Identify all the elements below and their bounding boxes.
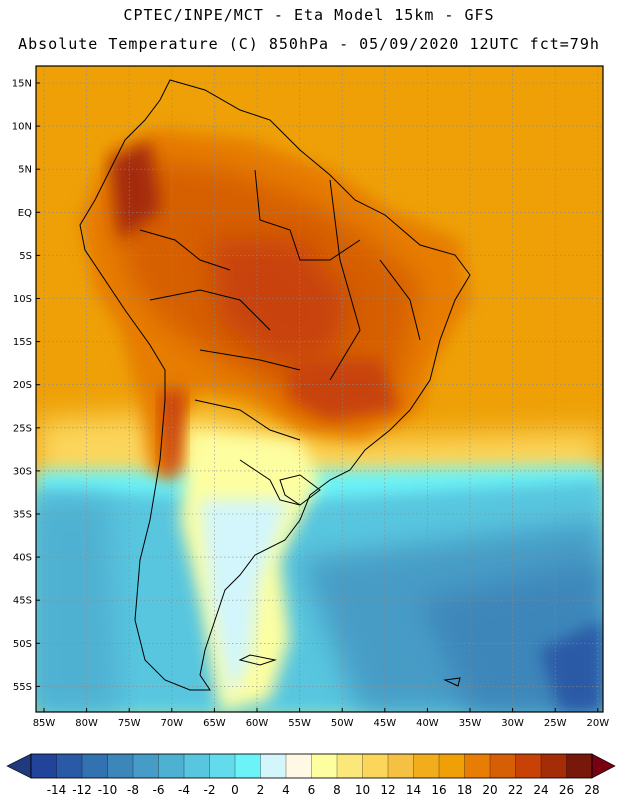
colorbar-label: 8 xyxy=(333,783,341,797)
colorbar-label: 14 xyxy=(406,783,421,797)
colorbar-label: -8 xyxy=(127,783,139,797)
coastlines xyxy=(79,79,471,691)
colorbar-under-triangle xyxy=(6,753,32,779)
lat-label: 45S xyxy=(13,596,32,607)
colorbar-label: 20 xyxy=(482,783,497,797)
lon-label: 55W xyxy=(288,718,311,729)
lat-label: 50S xyxy=(13,639,32,650)
lon-label: 50W xyxy=(331,718,354,729)
lat-label: 10N xyxy=(12,122,32,133)
colorbar-swatch xyxy=(438,753,465,779)
colorbar-label: 10 xyxy=(355,783,370,797)
lat-label: 55S xyxy=(13,682,32,693)
colorbar-swatch xyxy=(362,753,389,779)
colorbar-swatch xyxy=(30,753,57,779)
longitude-labels: 85W 80W 75W 70W 65W 60W 55W 50W 45W 40W 35W 30W 25W 2… xyxy=(33,708,609,729)
colorbar: -14 -12 -10 -8 -6 -4 -2 0 2 4 6 8 10 12 14 16 18 20 22 24 26… xyxy=(6,753,616,797)
colorbar-label: 26 xyxy=(559,783,574,797)
lat-label: 25S xyxy=(13,423,32,434)
colorbar-swatch xyxy=(387,753,414,779)
colorbar-swatch xyxy=(515,753,542,779)
colorbar-swatch xyxy=(132,753,159,779)
lon-label: 65W xyxy=(203,718,226,729)
colorbar-label: 22 xyxy=(508,783,523,797)
latitude-labels: 15N 10N 5N EQ 5S 10S 15S 20S 25S 30S 35S 40S 45S 50S 5… xyxy=(12,79,40,693)
colorbar-swatch xyxy=(107,753,134,779)
colorbar-swatch xyxy=(489,753,516,779)
colorbar-over-triangle xyxy=(591,753,616,779)
colorbar-swatch xyxy=(260,753,287,779)
colorbar-swatch xyxy=(566,753,593,779)
lat-label: 5N xyxy=(18,165,32,176)
lon-label: 30W xyxy=(501,718,524,729)
map-title-line2: Absolute Temperature (C) 850hPa - 05/09/… xyxy=(18,35,600,53)
lat-label: 40S xyxy=(13,553,32,564)
colorbar-label: -4 xyxy=(178,783,190,797)
lat-label: 20S xyxy=(13,380,32,391)
lon-label: 80W xyxy=(75,718,98,729)
colorbar-swatch xyxy=(81,753,108,779)
colorbar-label: 0 xyxy=(231,783,239,797)
lon-label: 35W xyxy=(459,718,482,729)
lat-label: 15N xyxy=(12,79,32,90)
colorbar-swatch xyxy=(464,753,491,779)
lat-label: 10S xyxy=(13,294,32,305)
lon-label: 20W xyxy=(586,718,609,729)
lon-label: 85W xyxy=(33,718,56,729)
lon-label: 25W xyxy=(544,718,567,729)
colorbar-swatch xyxy=(413,753,440,779)
colorbar-label: -10 xyxy=(98,783,118,797)
colorbar-label: 16 xyxy=(431,783,446,797)
colorbar-label: 2 xyxy=(257,783,265,797)
colorbar-label: 18 xyxy=(457,783,472,797)
colorbar-swatch xyxy=(158,753,185,779)
lon-label: 40W xyxy=(416,718,439,729)
lon-label: 45W xyxy=(373,718,396,729)
colorbar-label: -14 xyxy=(47,783,67,797)
colorbar-swatch xyxy=(285,753,312,779)
colorbar-swatch xyxy=(183,753,210,779)
lat-label: 5S xyxy=(19,251,32,262)
colorbar-label: -12 xyxy=(72,783,92,797)
lat-label: 15S xyxy=(13,337,32,348)
lat-label: 35S xyxy=(13,510,32,521)
colorbar-label: 28 xyxy=(584,783,599,797)
colorbar-label: 24 xyxy=(533,783,548,797)
lon-label: 70W xyxy=(160,718,183,729)
colorbar-swatch xyxy=(209,753,236,779)
colorbar-swatch xyxy=(336,753,363,779)
colorbar-swatch xyxy=(56,753,83,779)
colorbar-frame xyxy=(30,753,593,779)
colorbar-swatch xyxy=(234,753,261,779)
colorbar-swatch xyxy=(311,753,338,779)
lon-label: 60W xyxy=(246,718,269,729)
map-frame xyxy=(35,65,604,713)
colorbar-label: 4 xyxy=(282,783,290,797)
colorbar-label: -6 xyxy=(153,783,165,797)
colorbar-label: 6 xyxy=(308,783,316,797)
colorbar-label: -2 xyxy=(204,783,216,797)
colorbar-label: 12 xyxy=(380,783,395,797)
lat-label: EQ xyxy=(18,208,32,219)
temperature-field xyxy=(36,66,603,712)
lat-label: 30S xyxy=(13,466,32,477)
map-title-line1: CPTEC/INPE/MCT - Eta Model 15km - GFS xyxy=(123,6,495,24)
colorbar-swatch xyxy=(540,753,567,779)
lon-label: 75W xyxy=(118,718,141,729)
graticule xyxy=(36,66,603,712)
